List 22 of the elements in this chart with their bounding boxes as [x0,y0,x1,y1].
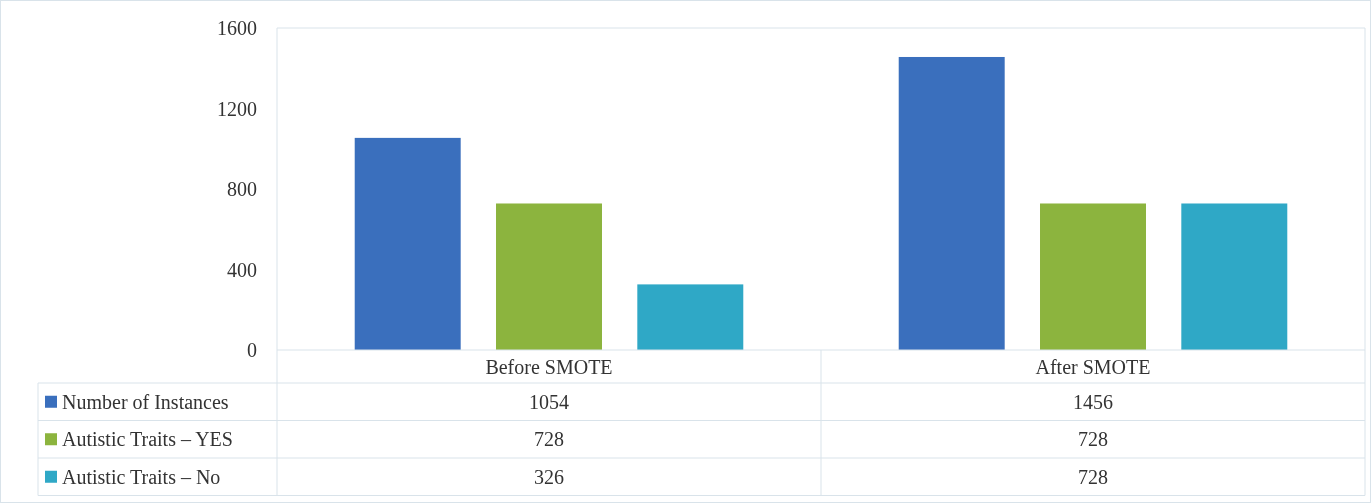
data-label: 326 [534,465,564,488]
legend-label: Autistic Traits – No [62,465,221,488]
y-tick-label: 1200 [217,97,257,120]
bar [496,203,602,350]
y-tick-label: 400 [227,258,257,281]
data-label: 1456 [1073,390,1113,413]
data-label: 1054 [529,390,569,413]
legend-label: Number of Instances [62,390,229,413]
x-tick-label: After SMOTE [1035,355,1151,378]
data-label: 728 [534,428,564,451]
data-label: 728 [1078,465,1108,488]
bar [354,137,461,350]
x-tick-label: Before SMOTE [485,355,613,378]
bar [1181,203,1288,350]
y-tick-label: 800 [227,178,257,200]
bar [637,284,744,350]
data-label: 728 [1078,428,1108,451]
bar [898,56,1005,350]
bar [1040,203,1146,350]
legend-label: Autistic Traits – YES [62,428,233,451]
y-tick-label: 1600 [217,17,257,39]
y-tick-label: 0 [247,339,257,361]
